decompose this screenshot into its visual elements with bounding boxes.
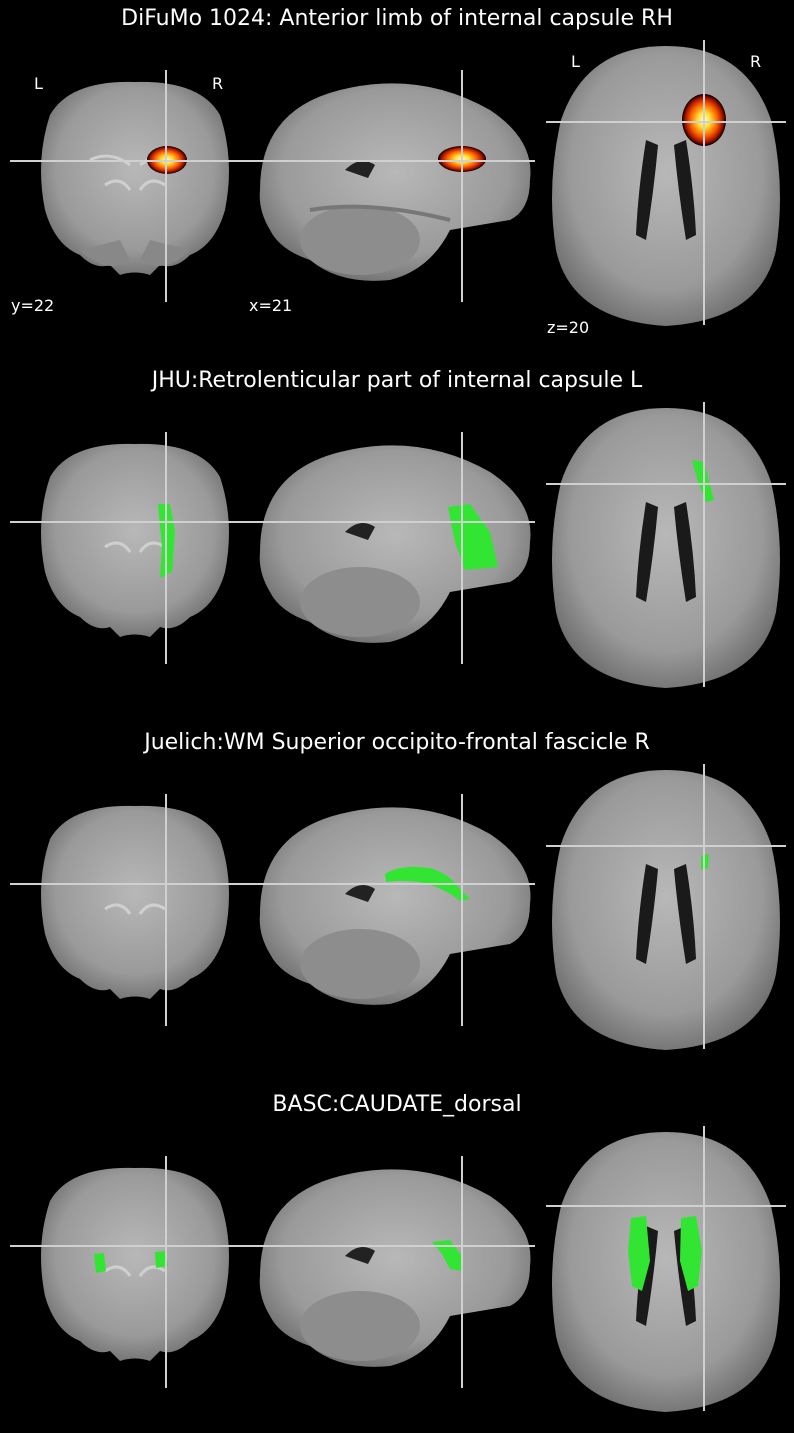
axial-view <box>546 1126 786 1412</box>
sagittal-coordinate: x=21 <box>249 296 293 315</box>
panel-title: JHU:Retrolenticular part of internal cap… <box>151 368 643 393</box>
sagittal-view <box>250 432 535 664</box>
atlas-panel-2: JHU:Retrolenticular part of internal cap… <box>0 362 794 722</box>
atlas-panel-4: BASC:CAUDATE_dorsal <box>0 1086 794 1433</box>
panel-title: DiFuMo 1024: Anterior limb of internal c… <box>121 6 673 31</box>
left-orientation-label: L <box>34 74 43 93</box>
coronal-coordinate: y=22 <box>11 296 55 315</box>
coronal-view <box>10 1156 260 1388</box>
axial-left-label: L <box>571 52 580 71</box>
axial-view <box>546 40 786 326</box>
panel-title: Juelich:WM Superior occipito-frontal fas… <box>144 730 650 755</box>
atlas-panel-3: Juelich:WM Superior occipito-frontal fas… <box>0 724 794 1084</box>
axial-view <box>546 402 786 688</box>
sagittal-view <box>250 1156 535 1388</box>
axial-view <box>546 764 786 1050</box>
coronal-view <box>10 70 260 302</box>
panel-title: BASC:CAUDATE_dorsal <box>272 1092 522 1117</box>
right-orientation-label: R <box>212 74 224 93</box>
atlas-panel-1: DiFuMo 1024: Anterior limb of internal c… <box>0 0 794 360</box>
axial-right-label: R <box>750 52 762 71</box>
coronal-view <box>10 794 260 1026</box>
axial-coordinate: z=20 <box>547 318 590 337</box>
coronal-view <box>10 432 260 664</box>
sagittal-view <box>250 794 535 1026</box>
sagittal-view <box>250 70 535 302</box>
